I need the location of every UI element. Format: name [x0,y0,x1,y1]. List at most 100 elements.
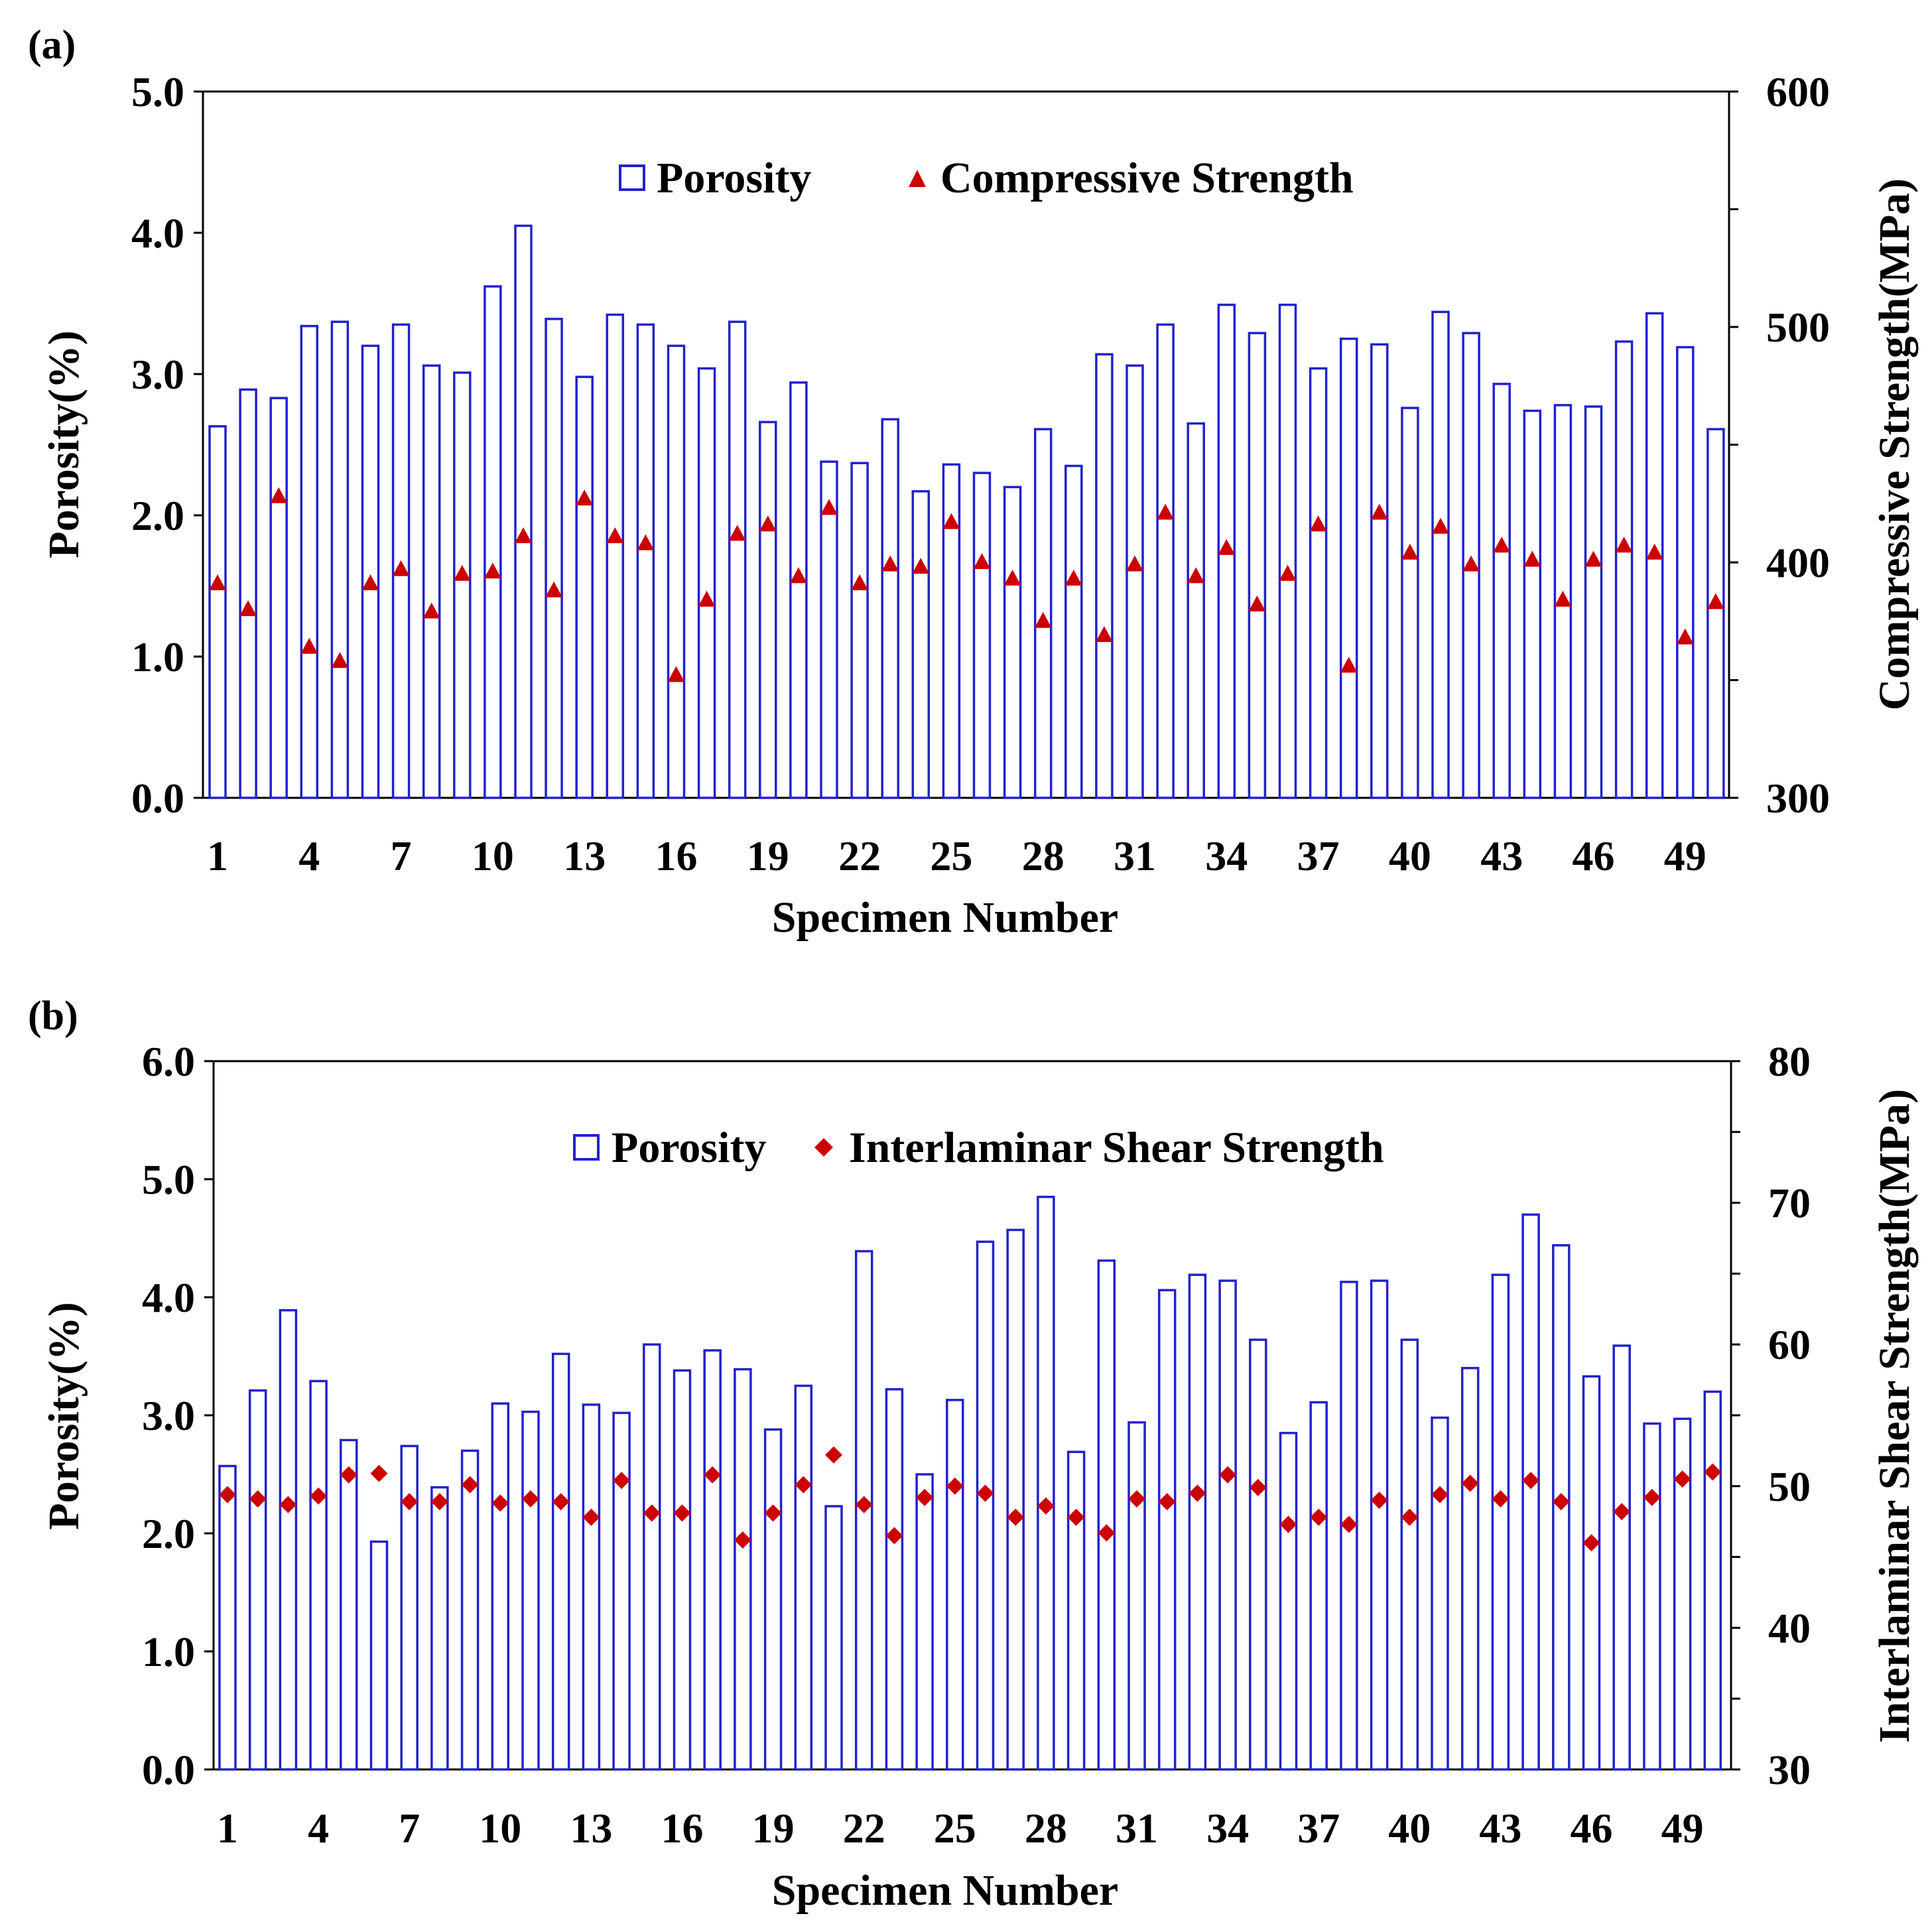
right-tick-label: 60 [1768,1321,1811,1368]
right-tick-label: 50 [1768,1463,1811,1510]
strength-point [825,1446,842,1464]
strength-point [606,527,624,543]
legend: Porosity Interlaminar Shear Strength [573,1123,1384,1172]
strength-point [1189,1484,1206,1502]
strength-point [1279,564,1297,581]
porosity-bar [1095,353,1114,799]
strength-point [673,1504,691,1522]
left-axis-title: Porosity(%) [40,1302,88,1529]
right-axis-ticks: 30 40 50 60 70 80 [1731,1038,1811,1793]
porosity-bar [1278,303,1297,799]
strength-point [1645,543,1663,560]
strength-point [219,1486,236,1504]
right-axis-ticks: 300 400 500 600 [1729,68,1830,822]
porosity-bar [976,1240,995,1771]
strength-point [1523,550,1541,567]
strength-point [1401,1508,1419,1526]
strength-point [643,1504,661,1522]
x-tick-label: 43 [1479,1805,1521,1852]
porosity-bar [1431,1416,1449,1771]
porosity-bar [1127,1421,1146,1771]
porosity-bar [248,1389,267,1771]
porosity-bar [1707,428,1725,799]
strength-point [331,652,349,669]
strength-point [637,534,655,550]
strength-point [851,574,869,590]
strength-point [1309,515,1327,532]
right-tick-label: 70 [1768,1180,1811,1227]
strength-point [789,567,807,584]
porosity-bar [1309,367,1328,799]
porosity-bar [1460,1367,1480,1771]
strength-point [976,1484,994,1502]
porosity-bar [759,420,777,799]
legend-porosity-swatch [573,1134,600,1161]
right-tick-label: 400 [1766,539,1830,586]
porosity-bar [850,462,869,799]
porosity-bar [361,344,380,799]
x-tick-label: 34 [1206,1805,1249,1852]
strength-point [279,1496,297,1513]
porosity-bar [946,1399,964,1771]
right-tick-label: 40 [1768,1604,1811,1651]
strength-point [370,1464,388,1482]
strength-point [1067,1508,1085,1526]
strength-point [239,600,257,616]
strength-markers [219,1446,1722,1552]
porosity-bar [728,320,747,799]
porosity-bar [636,323,655,799]
x-tick-label: 19 [747,832,789,879]
porosity-bar [789,381,808,799]
left-tick-label: 4.0 [131,210,184,257]
porosity-bar [269,397,288,799]
porosity-bar [430,1486,449,1771]
panel-label: (a) [28,23,76,68]
porosity-bar [1523,409,1542,799]
right-tick-label: 500 [1766,304,1830,351]
left-tick-label: 1.0 [131,633,184,680]
strength-point [340,1466,357,1484]
strength-point [1218,539,1236,555]
strength-point [698,590,716,607]
porosity-bar [1521,1213,1540,1771]
x-axis-title: Specimen Number [772,893,1118,942]
porosity-bar [330,320,350,799]
porosity-bar [1370,1279,1389,1771]
porosity-bar [1584,405,1603,799]
strength-point [667,666,685,682]
strength-point [1157,503,1175,520]
x-tick-label: 4 [298,832,320,879]
legend-strength-label: Interlaminar Shear Strength [849,1123,1384,1172]
porosity-bar [208,425,227,799]
porosity-bar [1492,383,1511,799]
strength-point [1552,1493,1570,1511]
porosity-bar [1249,1338,1267,1771]
porosity-bar [1097,1259,1116,1771]
porosity-bars [208,224,1725,799]
porosity-bar [1066,1450,1086,1771]
porosity-bar [545,318,563,799]
x-tick-label: 34 [1205,832,1248,879]
strength-point [1187,567,1205,584]
x-tick-label: 46 [1571,1805,1613,1852]
x-tick-label: 16 [661,1805,704,1852]
x-tick-label: 37 [1297,1805,1340,1852]
porosity-bar [1676,346,1695,799]
strength-point [310,1487,328,1505]
strength-point [855,1496,873,1513]
porosity-bar [1279,1431,1298,1771]
right-tick-label: 30 [1768,1746,1811,1793]
porosity-bar [697,367,716,799]
porosity-bar [734,1368,752,1771]
porosity-bar [239,388,257,799]
left-tick-label: 2.0 [131,492,184,539]
strength-point [759,515,777,532]
strength-point [885,1527,903,1545]
panel-b: (b) 0.0 1.0 2.0 3.0 4.0 5.0 6.0 30 40 50 60 70 80 1… [28,993,1919,1915]
x-axis-ticks: 1 4 7 10 13 16 19 22 25 28 31 34 37 40 43 46 49 [217,1805,1704,1852]
left-axis-ticks: 0.0 1.0 2.0 3.0 4.0 5.0 6.0 [142,1038,214,1793]
strength-point [1493,537,1511,553]
porosity-bar [972,472,992,799]
porosity-bar [820,460,838,799]
